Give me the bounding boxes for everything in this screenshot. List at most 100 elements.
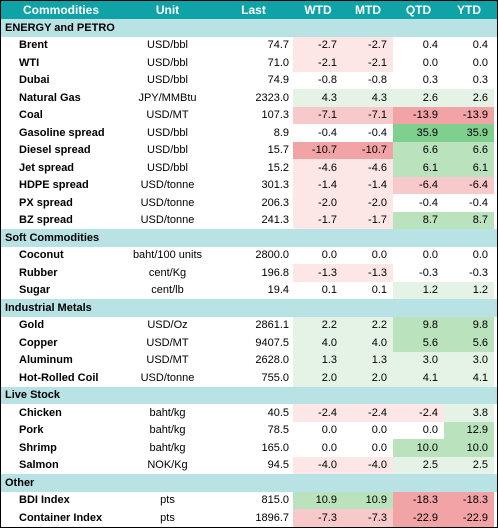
commodity-unit: pts (160, 494, 175, 507)
qtd-change: 0.0 (422, 56, 438, 69)
table-body: ENERGY and PETRO Brent USD/bbl 74.7 -2.7 -2.7… (1, 19, 497, 527)
last-value: 40.5 (267, 406, 289, 419)
table-row: Salmon NOK/Kg 94.5 -4.0 -4.0 2.5 2.5 (1, 456, 497, 474)
commodity-unit: USD/MT (146, 336, 189, 349)
table-row: Natural Gas JPY/MMBtu 2323.0 4.3 4.3 2.6 2.6 (1, 89, 497, 107)
qtd-change: 35.9 (393, 124, 444, 142)
commodity-unit: pts (160, 511, 175, 524)
wtd-change: 0.0 (321, 249, 337, 262)
qtd-change: 9.8 (393, 316, 444, 334)
qtd-change: 8.7 (393, 211, 444, 229)
qtd-change: -18.3 (393, 491, 444, 509)
ytd-change: 12.9 (444, 421, 494, 439)
commodity-name: Container Index (19, 511, 103, 524)
commodity-unit: NOK/Kg (147, 459, 188, 472)
qtd-change: -0.4 (419, 196, 438, 209)
section-title: Other (5, 476, 35, 489)
table-row: Brent USD/bbl 74.7 -2.7 -2.7 0.4 0.4 (1, 36, 497, 54)
wtd-change: 0.0 (321, 424, 337, 437)
table-row: BZ spread USD/tonne 241.3 -1.7 -1.7 8.7 8.7 (1, 211, 497, 229)
ytd-change: 9.8 (444, 316, 494, 334)
wtd-change: 4.3 (293, 89, 343, 107)
header-unit: Unit (155, 3, 180, 17)
commodity-name: Sugar (19, 284, 51, 297)
wtd-change: -10.7 (293, 141, 343, 159)
commodity-unit: USD/MT (146, 354, 189, 367)
last-value: 241.3 (261, 214, 289, 227)
commodity-unit: USD/bbl (147, 74, 188, 87)
wtd-change: -2.1 (293, 54, 343, 72)
table-row: Diesel spread USD/bbl 15.7 -10.7 -10.7 6.6 6.6 (1, 141, 497, 159)
ytd-change: -18.3 (444, 491, 494, 509)
last-value: 2323.0 (255, 91, 289, 104)
commodity-unit: cent/Kg (148, 266, 187, 279)
commodity-name: Dubai (19, 74, 50, 87)
commodity-name: Coal (19, 109, 43, 122)
mtd-change: 0.0 (371, 441, 387, 454)
wtd-change: -7.1 (293, 106, 343, 124)
ytd-change: 6.6 (444, 141, 494, 159)
commodity-unit: USD/bbl (147, 144, 188, 157)
commodity-unit: USD/tonne (140, 196, 195, 209)
wtd-change: 10.9 (293, 491, 343, 509)
ytd-change: -6.4 (444, 176, 494, 194)
wtd-change: 0.1 (321, 284, 337, 297)
header-mtd: MTD (355, 3, 381, 17)
table-row: Gasoline spread USD/bbl 8.9 -0.4 -0.4 35.9 35.… (1, 124, 497, 142)
commodity-name: Jet spread (19, 161, 75, 174)
section-title: Industrial Metals (5, 301, 92, 314)
last-value: 9407.5 (255, 336, 289, 349)
ytd-change: 0.4 (472, 39, 488, 52)
wtd-change: 0.0 (321, 441, 337, 454)
wtd-change: 2.0 (293, 369, 343, 387)
section-title: Soft Commodities (5, 231, 100, 244)
mtd-change: -2.7 (343, 36, 393, 54)
table-row: Coal USD/MT 107.3 -7.1 -7.1 -13.9 -13.9 (1, 106, 497, 124)
table-row: Hot-Rolled Coil USD/tonne 755.0 2.0 2.0 4.1 4.… (1, 369, 497, 387)
commodity-unit: USD/MT (146, 109, 189, 122)
commodity-name: Coconut (19, 249, 64, 262)
mtd-change: -1.3 (343, 264, 393, 282)
ytd-change: 2.6 (444, 89, 494, 107)
ytd-change: 3.8 (444, 404, 494, 422)
last-value: 71.0 (267, 56, 289, 69)
commodity-unit: USD/bbl (147, 126, 188, 139)
mtd-change: 2.0 (343, 369, 393, 387)
qtd-change: -13.9 (393, 106, 444, 124)
mtd-change: -4.6 (343, 159, 393, 177)
table-row: BDI Index pts 815.0 10.9 10.9 -18.3 -18.3 (1, 491, 497, 509)
wtd-change: -7.3 (293, 509, 343, 527)
commodity-unit: cent/lb (151, 284, 184, 297)
commodity-name: Brent (19, 39, 48, 52)
wtd-change: -2.4 (293, 404, 343, 422)
commodity-unit: USD/bbl (147, 56, 188, 69)
commodity-unit: baht/kg (149, 424, 186, 437)
ytd-change: -13.9 (444, 106, 494, 124)
qtd-change: -6.4 (393, 176, 444, 194)
last-value: 74.7 (267, 39, 289, 52)
mtd-change: 4.3 (343, 89, 393, 107)
commodity-unit: USD/tonne (140, 214, 195, 227)
mtd-change: 4.0 (343, 334, 393, 352)
mtd-change: 2.2 (343, 316, 393, 334)
header-commodities: Commodities (22, 3, 99, 17)
ytd-change: 0.3 (472, 74, 488, 87)
mtd-change: -0.8 (368, 74, 387, 87)
qtd-change: 10.0 (393, 439, 444, 457)
ytd-change: 0.0 (472, 249, 488, 262)
commodity-name: HDPE spread (19, 179, 89, 192)
section-header: Live Stock (1, 386, 497, 404)
section-title: Live Stock (5, 389, 61, 402)
commodity-name: Natural Gas (19, 91, 81, 104)
commodity-name: PX spread (19, 196, 73, 209)
commodity-unit: baht/kg (149, 441, 186, 454)
qtd-change: 2.6 (393, 89, 444, 107)
wtd-change: 1.3 (293, 351, 343, 369)
mtd-change: -1.4 (343, 176, 393, 194)
commodity-name: Aluminum (19, 354, 73, 367)
section-header: Other (1, 474, 497, 492)
last-value: 1896.7 (255, 511, 289, 524)
commodity-unit: USD/Oz (147, 319, 188, 332)
qtd-change: 4.1 (393, 369, 444, 387)
